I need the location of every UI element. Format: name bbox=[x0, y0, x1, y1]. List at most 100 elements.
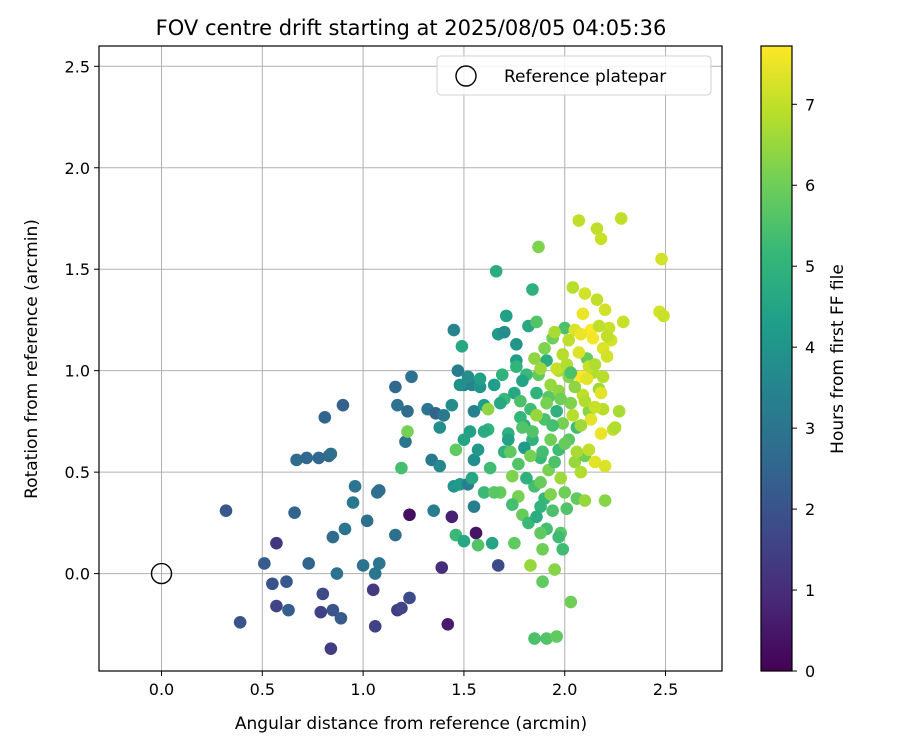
data-point bbox=[600, 329, 614, 343]
y-tick-label: 1.0 bbox=[65, 362, 90, 381]
data-point bbox=[657, 309, 670, 323]
data-point bbox=[574, 327, 588, 341]
data-point bbox=[451, 364, 465, 377]
data-point bbox=[290, 453, 303, 467]
data-point bbox=[437, 409, 451, 422]
data-point bbox=[455, 340, 469, 353]
legend-marker bbox=[455, 65, 477, 87]
data-point bbox=[233, 615, 247, 629]
data-point bbox=[536, 542, 549, 556]
data-point bbox=[401, 425, 414, 438]
data-point bbox=[288, 506, 301, 520]
colorbar-gradient bbox=[760, 45, 793, 672]
data-point bbox=[312, 451, 326, 465]
colorbar: 0 1 2 3 4 5 6 7 bbox=[760, 45, 815, 681]
data-point bbox=[548, 325, 561, 339]
data-point bbox=[330, 567, 344, 580]
data-point bbox=[497, 325, 511, 339]
data-point bbox=[495, 368, 509, 382]
data-point bbox=[586, 331, 600, 345]
data-point bbox=[324, 447, 338, 461]
data-point bbox=[584, 413, 598, 426]
data-point bbox=[520, 471, 533, 485]
x-tick-label: 2.0 bbox=[552, 680, 577, 699]
data-point bbox=[544, 488, 557, 501]
data-point bbox=[588, 455, 602, 469]
data-point bbox=[334, 611, 348, 625]
data-point bbox=[485, 536, 499, 550]
data-point bbox=[461, 370, 475, 384]
data-point bbox=[471, 538, 485, 552]
data-point bbox=[514, 394, 527, 408]
data-point bbox=[574, 465, 588, 479]
data-point bbox=[399, 435, 412, 448]
data-point bbox=[469, 526, 483, 540]
data-point bbox=[501, 433, 515, 446]
colorbar-tick-label: 5 bbox=[805, 257, 815, 276]
legend-box bbox=[436, 55, 712, 96]
data-point bbox=[594, 232, 608, 246]
data-point bbox=[346, 496, 360, 509]
data-point bbox=[338, 522, 352, 536]
data-point bbox=[562, 333, 576, 347]
data-point bbox=[499, 309, 513, 323]
data-point bbox=[433, 459, 447, 473]
data-point bbox=[457, 534, 471, 548]
data-point bbox=[614, 212, 628, 225]
data-point bbox=[546, 419, 559, 432]
data-point bbox=[366, 583, 380, 597]
data-point bbox=[465, 471, 479, 485]
data-point bbox=[526, 283, 539, 296]
data-point bbox=[572, 346, 586, 359]
data-point bbox=[590, 293, 604, 306]
data-point bbox=[219, 504, 233, 517]
data-point bbox=[550, 630, 563, 643]
x-tick-label: 0.5 bbox=[250, 680, 275, 699]
data-point bbox=[580, 372, 594, 386]
data-point bbox=[566, 409, 580, 422]
data-point bbox=[534, 475, 547, 489]
data-point bbox=[594, 427, 608, 440]
data-point bbox=[372, 484, 386, 497]
colorbar-tick-label: 3 bbox=[805, 419, 815, 438]
data-point bbox=[467, 500, 481, 513]
data-point bbox=[270, 599, 283, 613]
data-point bbox=[302, 557, 315, 570]
colorbar-label: Hours from first FF file bbox=[828, 264, 848, 454]
data-point bbox=[594, 386, 608, 400]
data-point bbox=[508, 536, 521, 550]
colorbar-tick-label: 2 bbox=[805, 500, 815, 519]
data-point bbox=[548, 455, 561, 469]
data-point bbox=[403, 508, 416, 522]
data-point bbox=[592, 319, 606, 333]
data-point bbox=[491, 559, 505, 572]
data-point bbox=[588, 358, 602, 371]
data-point bbox=[324, 642, 338, 655]
data-point bbox=[266, 577, 279, 591]
data-point bbox=[516, 421, 529, 434]
data-point bbox=[504, 445, 517, 459]
data-point bbox=[391, 398, 404, 412]
data-point bbox=[282, 603, 295, 617]
legend: Reference platepar bbox=[436, 55, 712, 96]
data-point bbox=[528, 352, 541, 365]
data-point bbox=[590, 222, 604, 235]
x-tick-label: 1.5 bbox=[451, 680, 476, 699]
data-point bbox=[550, 362, 563, 375]
data-point bbox=[300, 451, 313, 465]
data-point bbox=[540, 396, 553, 410]
data-point bbox=[453, 378, 467, 392]
data-point bbox=[564, 396, 578, 410]
data-point bbox=[477, 425, 491, 438]
data-point bbox=[445, 398, 459, 412]
data-point bbox=[558, 321, 572, 335]
data-point bbox=[445, 510, 459, 524]
data-point bbox=[405, 370, 418, 384]
data-point bbox=[467, 404, 481, 418]
data-point bbox=[568, 380, 582, 394]
data-point bbox=[336, 398, 350, 412]
data-point bbox=[510, 360, 523, 373]
data-point bbox=[568, 455, 582, 469]
chart-title: FOV centre drift starting at 2025/08/05 … bbox=[156, 16, 667, 40]
data-point bbox=[544, 433, 557, 446]
